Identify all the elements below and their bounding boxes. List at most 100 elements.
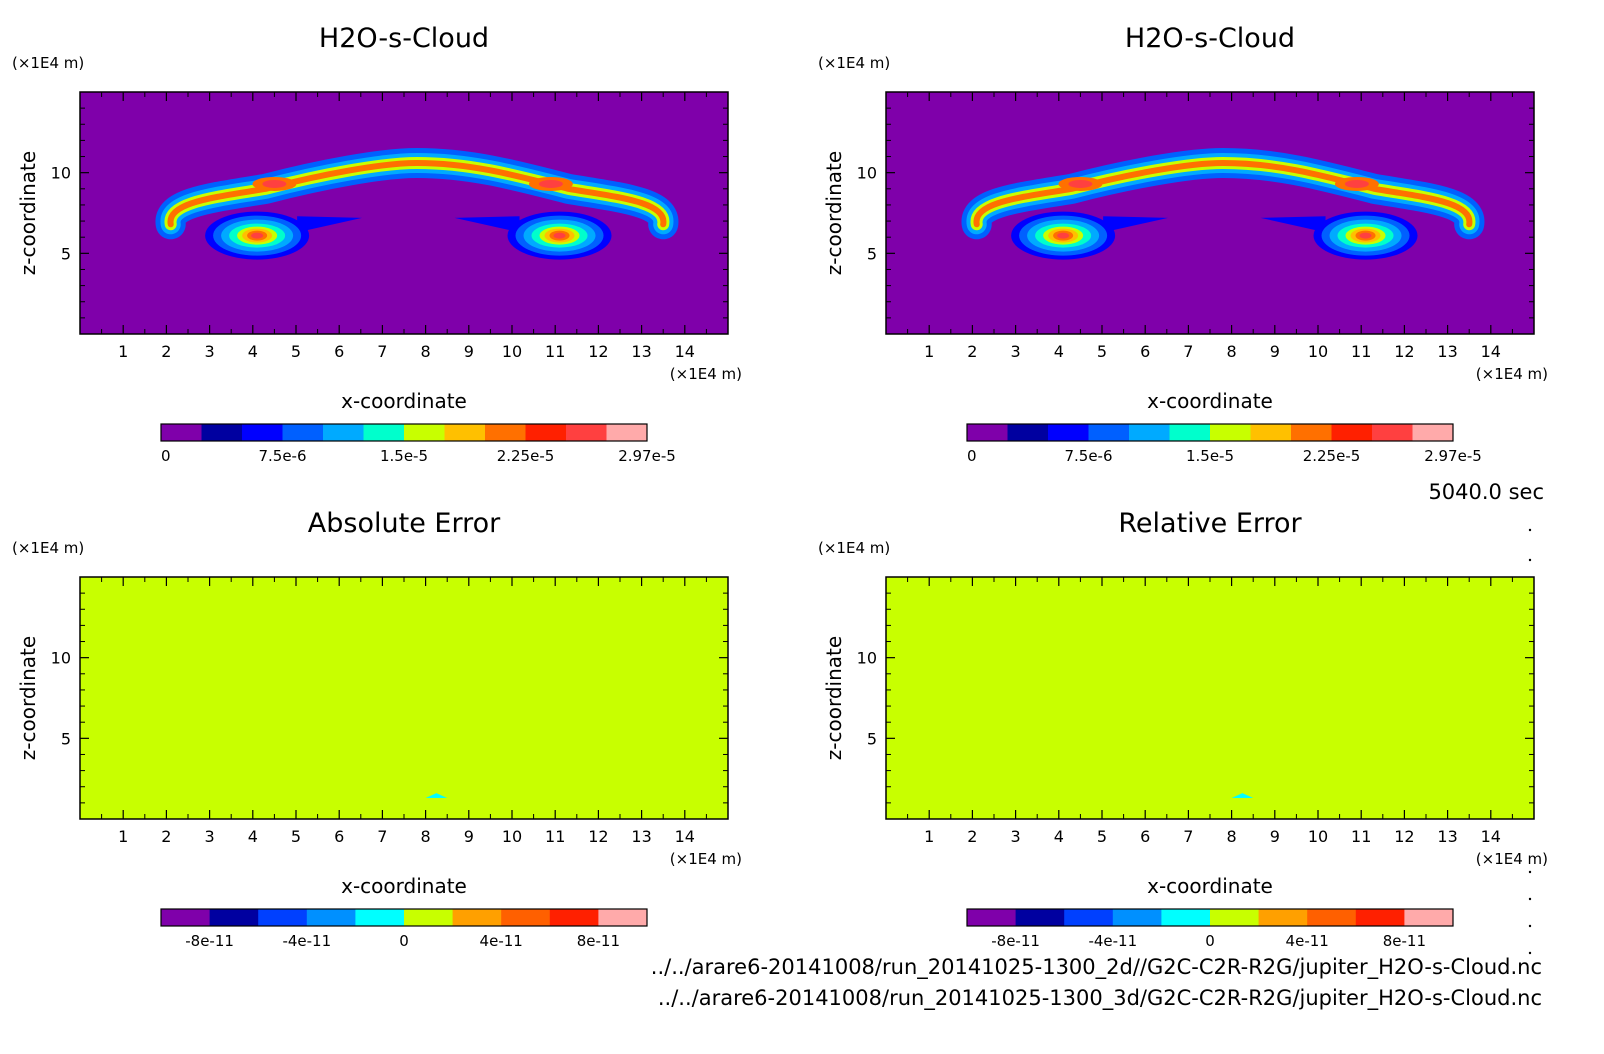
colorbar-swatch xyxy=(566,424,607,441)
x-tick-label: 7 xyxy=(1183,827,1193,846)
cloud-vortex xyxy=(454,211,612,260)
colorbar-swatch xyxy=(501,909,551,926)
cloud-vortex xyxy=(1260,211,1418,260)
margin-dot xyxy=(1528,924,1532,928)
colorbar-swatch xyxy=(258,909,308,926)
background-field xyxy=(80,577,728,819)
x-tick-label: 11 xyxy=(545,827,565,846)
cloud-arch-band xyxy=(973,159,1473,228)
x-tick-label: 9 xyxy=(464,342,474,361)
error-blip xyxy=(1231,793,1254,799)
chart-panel-4: Relative Error(×1E4 m)1 2 3 4 5 6 7 8 9 10 11 12 13 1… xyxy=(818,508,1548,950)
x-tick-label: 14 xyxy=(675,827,695,846)
colorbar-swatch xyxy=(1048,424,1089,441)
x-tick-label: 13 xyxy=(631,342,651,361)
colorbar-frame xyxy=(966,908,1454,927)
colorbar-swatch xyxy=(355,909,405,926)
colorbar-swatch xyxy=(282,424,324,441)
colorbar: 0 7.5e-6 1.5e-5 2.25e-5 2.97e-5 xyxy=(966,423,1482,465)
x-unit-label: (×1E4 m) xyxy=(670,365,742,383)
colorbar-tick-label: 2.97e-5 xyxy=(618,447,676,465)
cloud-vortex-contour xyxy=(1359,232,1372,239)
error-blip xyxy=(425,793,448,799)
colorbar-tick-label: 8e-11 xyxy=(1383,932,1426,950)
colorbar-swatch xyxy=(549,909,599,926)
colorbar-tick-label: 2.25e-5 xyxy=(497,447,555,465)
x-tick-label: 2 xyxy=(967,827,977,846)
colorbar-swatch xyxy=(1169,424,1211,441)
x-tick-label: 3 xyxy=(1011,827,1021,846)
x-tick-label: 8 xyxy=(421,342,431,361)
colorbar-tick-label: 0 xyxy=(399,932,409,950)
colorbar-swatch xyxy=(201,424,243,441)
x-tick-label: 1 xyxy=(924,827,934,846)
colorbar-swatch xyxy=(444,424,486,441)
cloud-arch-core xyxy=(1068,179,1093,188)
colorbar-tick-label: 1.5e-5 xyxy=(380,447,428,465)
x-unit-label: (×1E4 m) xyxy=(1476,850,1548,868)
y-axis-label: z-coordinate xyxy=(822,151,846,275)
colorbar-swatch xyxy=(404,424,445,441)
colorbar-swatch xyxy=(1331,424,1373,441)
x-tick-label: 13 xyxy=(631,827,651,846)
x-tick-label: 6 xyxy=(334,827,344,846)
colorbar-swatch xyxy=(1291,424,1332,441)
x-tick-label: 9 xyxy=(1270,342,1280,361)
cloud-arch-band xyxy=(167,159,667,228)
colorbar-swatch xyxy=(1412,424,1454,441)
colorbar-swatch xyxy=(1258,909,1308,926)
y-axis-label: z-coordinate xyxy=(822,636,846,760)
margin-dot xyxy=(1528,951,1532,955)
colorbar-tick-label: 2.25e-5 xyxy=(1303,447,1361,465)
colorbar-tick-label: 7.5e-6 xyxy=(258,447,306,465)
colorbar-swatch xyxy=(1015,909,1065,926)
colorbar-tick-label: 4e-11 xyxy=(1286,932,1329,950)
x-tick-label: 5 xyxy=(291,342,301,361)
y-tick-label: 10 xyxy=(51,164,71,183)
colorbar-swatch xyxy=(161,909,211,926)
colorbar-tick-label: -8e-11 xyxy=(185,932,234,950)
x-tick-label: 10 xyxy=(1308,342,1328,361)
colorbar-swatch xyxy=(363,424,405,441)
x-tick-label: 14 xyxy=(1481,827,1501,846)
x-axis-label: x-coordinate xyxy=(341,874,467,898)
y-unit-label: (×1E4 m) xyxy=(12,54,84,72)
colorbar-swatch xyxy=(1088,424,1130,441)
x-tick-label: 2 xyxy=(967,342,977,361)
x-tick-label: 1 xyxy=(118,342,128,361)
chart-title: Relative Error xyxy=(1118,508,1302,539)
x-tick-label: 13 xyxy=(1437,342,1457,361)
x-tick-label: 7 xyxy=(377,827,387,846)
colorbar-tick-label: 0 xyxy=(161,447,171,465)
x-tick-label: 3 xyxy=(205,342,215,361)
x-tick-label: 5 xyxy=(1097,827,1107,846)
colorbar-swatch xyxy=(404,909,454,926)
y-tick-label: 10 xyxy=(857,164,877,183)
x-tick-label: 6 xyxy=(1140,342,1150,361)
colorbar-swatch xyxy=(1161,909,1211,926)
x-tick-label: 2 xyxy=(161,342,171,361)
x-tick-label: 14 xyxy=(675,342,695,361)
x-tick-label: 12 xyxy=(1394,827,1414,846)
x-tick-label: 2 xyxy=(161,827,171,846)
plot-area xyxy=(886,577,1534,819)
x-tick-label: 9 xyxy=(1270,827,1280,846)
cloud-vortex-tail xyxy=(454,216,520,233)
colorbar-frame xyxy=(160,423,648,442)
x-tick-label: 8 xyxy=(421,827,431,846)
y-unit-label: (×1E4 m) xyxy=(818,54,890,72)
x-tick-label: 1 xyxy=(924,342,934,361)
x-tick-label: 12 xyxy=(588,342,608,361)
y-tick-label: 5 xyxy=(61,244,71,263)
x-tick-label: 5 xyxy=(291,827,301,846)
margin-dot xyxy=(1528,528,1532,532)
x-tick-label: 4 xyxy=(248,827,258,846)
colorbar-tick-label: 4e-11 xyxy=(480,932,523,950)
cloud-arch-core xyxy=(262,179,287,188)
x-tick-label: 6 xyxy=(334,342,344,361)
colorbar-frame xyxy=(160,908,648,927)
x-tick-label: 3 xyxy=(1011,342,1021,361)
chart-panel-2: H2O-s-Cloud(×1E4 m)1 2 3 4 5 6 7 8 9 10 11 12 13 1451… xyxy=(818,23,1548,465)
plot-area xyxy=(80,92,728,334)
colorbar: -8e-11 -4e-11 0 4e-11 8e-11 xyxy=(160,908,648,950)
